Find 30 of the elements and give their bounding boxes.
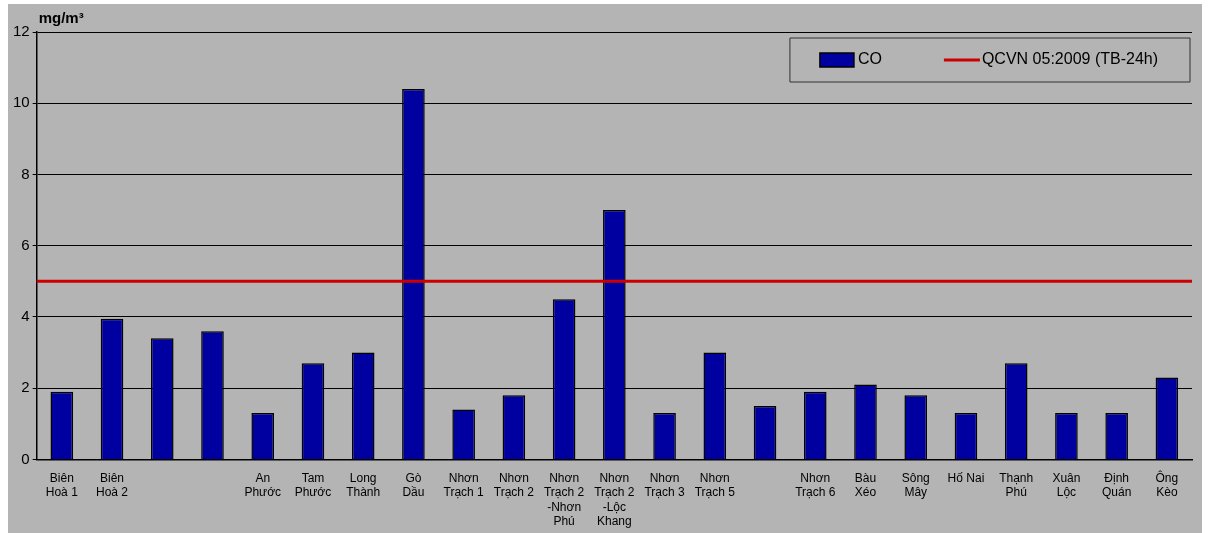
x-tick-label: Nhơn Trạch 2 [493, 470, 535, 500]
x-tick-label: Nhơn Trạch 2 -Nhơn Phú [543, 470, 585, 529]
x-tick-label: Nhơn Trạch 3 [644, 470, 686, 500]
x-tick-label: Biên Hoà 1 [45, 470, 79, 500]
y-tick-label: 4 [21, 307, 30, 325]
y-tick-label: 0 [21, 449, 30, 467]
x-tick-label: Ông Kèo [1155, 469, 1179, 500]
x-tick-label: Long Thành [346, 470, 381, 500]
x-tick-label: Hố Nai [947, 470, 985, 485]
y-tick-label: 12 [13, 22, 30, 40]
legend-label: QCVN 05:2009 (TB-24h) [981, 50, 1158, 68]
y-tick-label: 8 [21, 164, 30, 182]
x-tick-label: Nhơn Trạch 6 [795, 470, 836, 500]
x-tick-label: Nhơn Trạch 2 -Lộc Khang [594, 470, 635, 529]
x-tick-label: Nhơn Trạch 1 [443, 470, 485, 500]
y-tick-label: 2 [21, 378, 30, 396]
x-tick-label: An Phước [244, 470, 282, 500]
y-axis-title: mg/m³ [38, 8, 84, 26]
legend-label: CO [857, 50, 882, 68]
x-tick-label: Sông Mây [901, 470, 930, 500]
x-tick-label: Định Quán [1101, 470, 1132, 500]
x-tick-label: Thạnh Phú [999, 470, 1034, 500]
x-tick-label: Nhơn Trạch 5 [694, 470, 736, 500]
x-tick-label: Gò Dầu [402, 470, 425, 500]
y-tick-label: 10 [13, 93, 30, 111]
y-tick-label: 6 [21, 235, 30, 253]
x-tick-label: Xuân Lộc [1052, 470, 1081, 500]
x-tick-label: Biên Hoà 2 [96, 470, 129, 500]
x-tick-label: Bàu Xéo [854, 470, 877, 500]
x-tick-label: Tam Phước [294, 470, 332, 500]
